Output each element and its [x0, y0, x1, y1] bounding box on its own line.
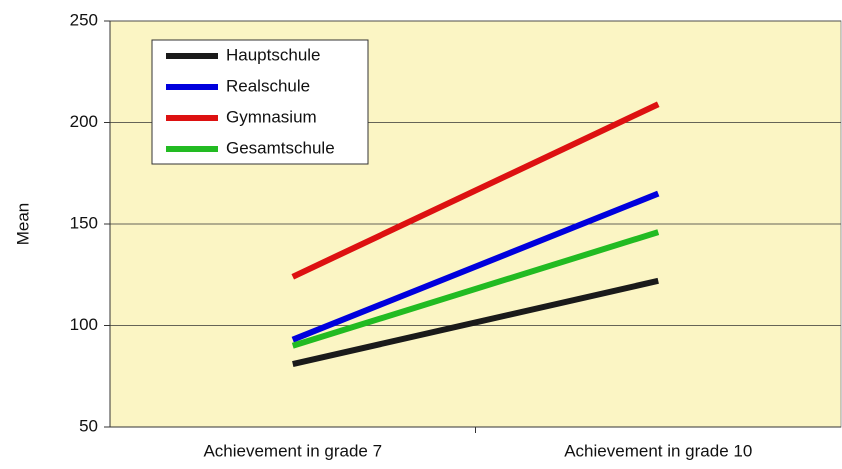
- line-series: [291, 190, 660, 343]
- x-tick-label: Achievement in grade 10: [564, 441, 752, 460]
- y-tick-label: 150: [70, 213, 98, 232]
- line-series: [292, 277, 659, 367]
- legend-label: Realschule: [226, 76, 310, 95]
- y-axis-label: Mean: [13, 203, 32, 246]
- line-series: [291, 101, 660, 280]
- line-series: [291, 229, 660, 349]
- y-tick-label: 200: [70, 112, 98, 131]
- x-tick-label: Achievement in grade 7: [203, 441, 382, 460]
- y-tick-label: 50: [79, 416, 98, 435]
- legend-label: Hauptschule: [226, 45, 321, 64]
- legend-box: [151, 39, 369, 165]
- legend-label: Gesamtschule: [226, 138, 335, 157]
- y-tick-label: 100: [70, 315, 98, 334]
- legend-label: Gymnasium: [226, 107, 317, 126]
- y-tick-label: 250: [70, 10, 98, 29]
